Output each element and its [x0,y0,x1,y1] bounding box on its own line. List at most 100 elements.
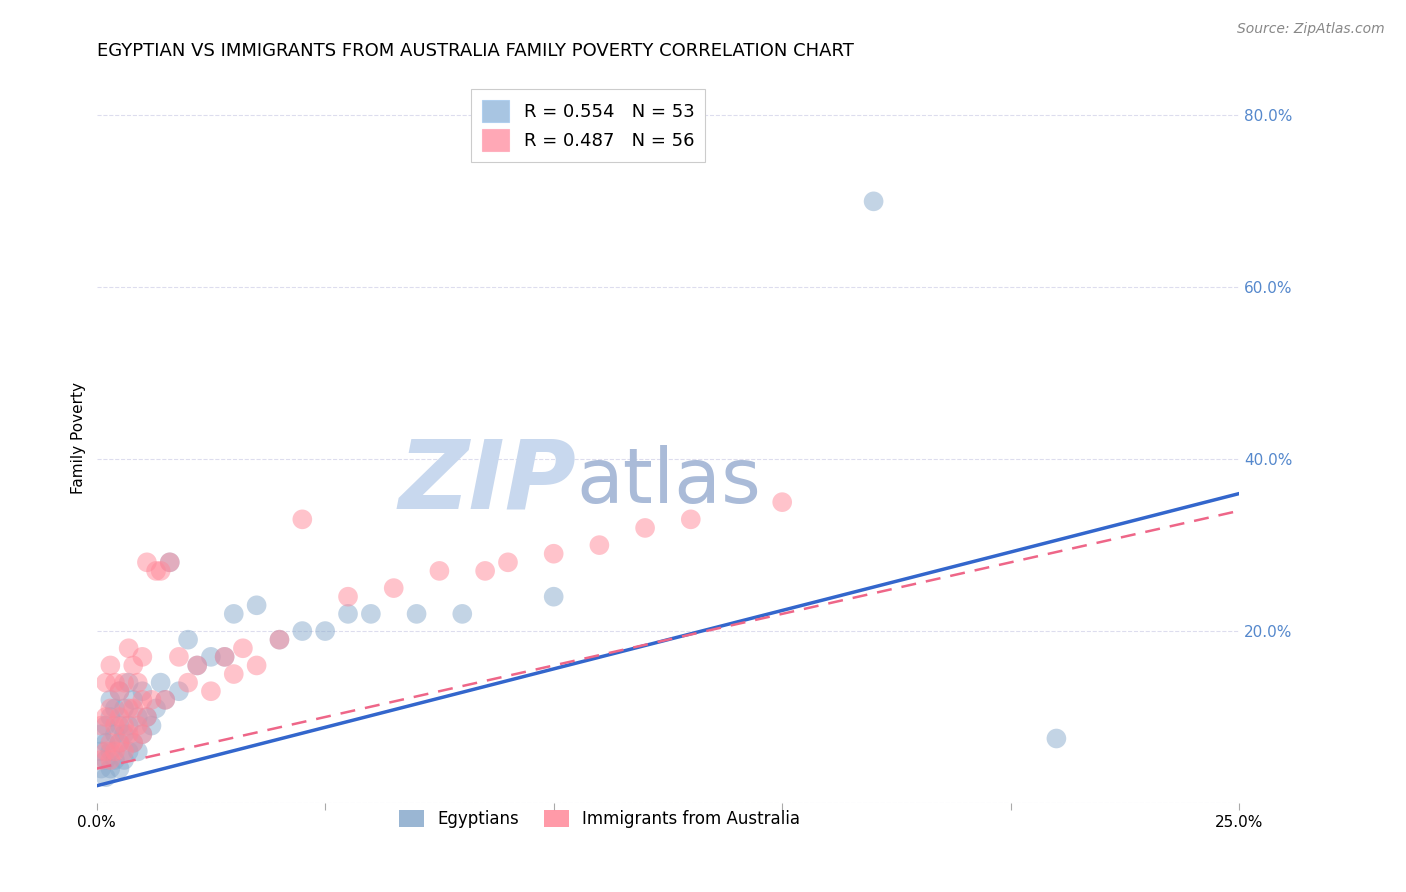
Text: ZIP: ZIP [399,435,576,528]
Point [131,649,153,664]
Point [314,624,336,638]
Point [222,667,245,681]
Text: atlas: atlas [576,444,762,518]
Point [634,521,657,535]
Point [94,710,117,724]
Point [149,564,172,578]
Point [108,736,131,750]
Point [94,753,117,767]
Point [131,693,153,707]
Point [117,744,139,758]
Point [136,555,159,569]
Point [155,693,177,707]
Point [108,762,131,776]
Point [98,710,121,724]
Point [269,632,291,647]
Point [214,649,236,664]
Point [131,684,153,698]
Point [117,701,139,715]
Point [291,512,314,526]
Point [122,736,145,750]
Point [98,762,121,776]
Point [474,564,496,578]
Point [543,590,565,604]
Point [214,649,236,664]
Point [145,564,167,578]
Point [94,736,117,750]
Point [360,607,382,621]
Point [127,710,149,724]
Point [104,744,127,758]
Point [1045,731,1067,746]
Point [122,736,145,750]
Point [90,718,112,732]
Point [90,753,112,767]
Point [108,736,131,750]
Point [117,718,139,732]
Point [186,658,208,673]
Y-axis label: Family Poverty: Family Poverty [72,382,86,493]
Point [127,744,149,758]
Point [145,701,167,715]
Point [222,607,245,621]
Point [112,744,135,758]
Point [98,701,121,715]
Point [177,632,200,647]
Point [337,607,360,621]
Point [232,641,254,656]
Point [94,744,117,758]
Point [98,744,121,758]
Point [177,675,200,690]
Point [98,753,121,767]
Point [337,590,360,604]
Point [149,675,172,690]
Point [122,701,145,715]
Point [94,718,117,732]
Point [122,693,145,707]
Text: Source: ZipAtlas.com: Source: ZipAtlas.com [1237,22,1385,37]
Point [588,538,610,552]
Point [136,710,159,724]
Point [246,599,269,613]
Point [679,512,702,526]
Point [112,718,135,732]
Point [136,710,159,724]
Point [405,607,427,621]
Point [200,649,222,664]
Point [543,547,565,561]
Point [90,744,112,758]
Point [496,555,519,569]
Point [141,718,163,732]
Point [159,555,181,569]
Point [127,675,149,690]
Point [104,727,127,741]
Point [246,658,269,673]
Point [862,194,884,209]
Point [269,632,291,647]
Point [104,675,127,690]
Point [104,718,127,732]
Point [770,495,793,509]
Point [200,684,222,698]
Point [451,607,474,621]
Point [159,555,181,569]
Point [108,684,131,698]
Point [108,710,131,724]
Point [98,658,121,673]
Point [104,701,127,715]
Point [155,693,177,707]
Point [90,727,112,741]
Point [117,675,139,690]
Point [382,581,405,595]
Point [112,753,135,767]
Point [167,649,190,664]
Point [108,718,131,732]
Point [108,684,131,698]
Point [112,675,135,690]
Point [291,624,314,638]
Point [98,693,121,707]
Point [117,727,139,741]
Point [122,658,145,673]
Text: EGYPTIAN VS IMMIGRANTS FROM AUSTRALIA FAMILY POVERTY CORRELATION CHART: EGYPTIAN VS IMMIGRANTS FROM AUSTRALIA FA… [97,42,853,60]
Point [167,684,190,698]
